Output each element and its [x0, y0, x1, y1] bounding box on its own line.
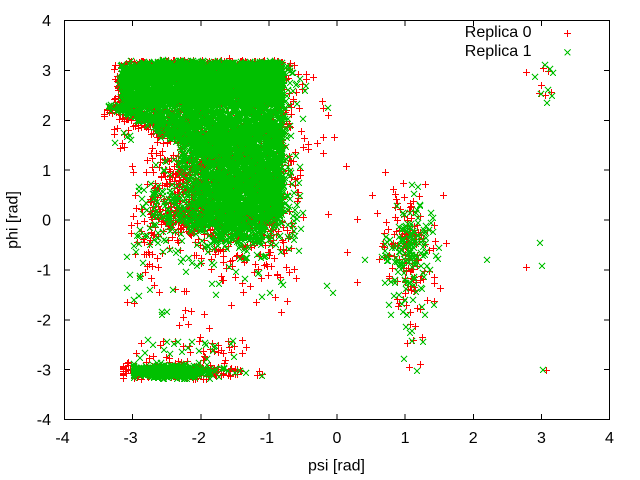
svg-text:-2: -2 [37, 312, 51, 329]
svg-text:4: 4 [605, 430, 614, 447]
svg-text:-1: -1 [37, 263, 51, 280]
svg-text:phi [rad]: phi [rad] [5, 191, 22, 249]
svg-text:-4: -4 [37, 412, 51, 429]
svg-text:psi [rad]: psi [rad] [308, 458, 365, 475]
svg-text:2: 2 [469, 430, 478, 447]
svg-text:3: 3 [537, 430, 546, 447]
svg-text:1: 1 [42, 163, 51, 180]
svg-text:0: 0 [42, 213, 51, 230]
svg-text:-1: -1 [260, 430, 274, 447]
svg-text:Replica 1: Replica 1 [465, 43, 532, 60]
svg-text:3: 3 [42, 63, 51, 80]
svg-text:-2: -2 [192, 430, 206, 447]
svg-text:0: 0 [333, 430, 342, 447]
svg-text:4: 4 [42, 13, 51, 30]
svg-text:-3: -3 [123, 430, 137, 447]
svg-text:Replica 0: Replica 0 [465, 24, 532, 41]
svg-text:-4: -4 [55, 430, 69, 447]
svg-text:2: 2 [42, 113, 51, 130]
svg-text:1: 1 [401, 430, 410, 447]
svg-text:-3: -3 [37, 362, 51, 379]
